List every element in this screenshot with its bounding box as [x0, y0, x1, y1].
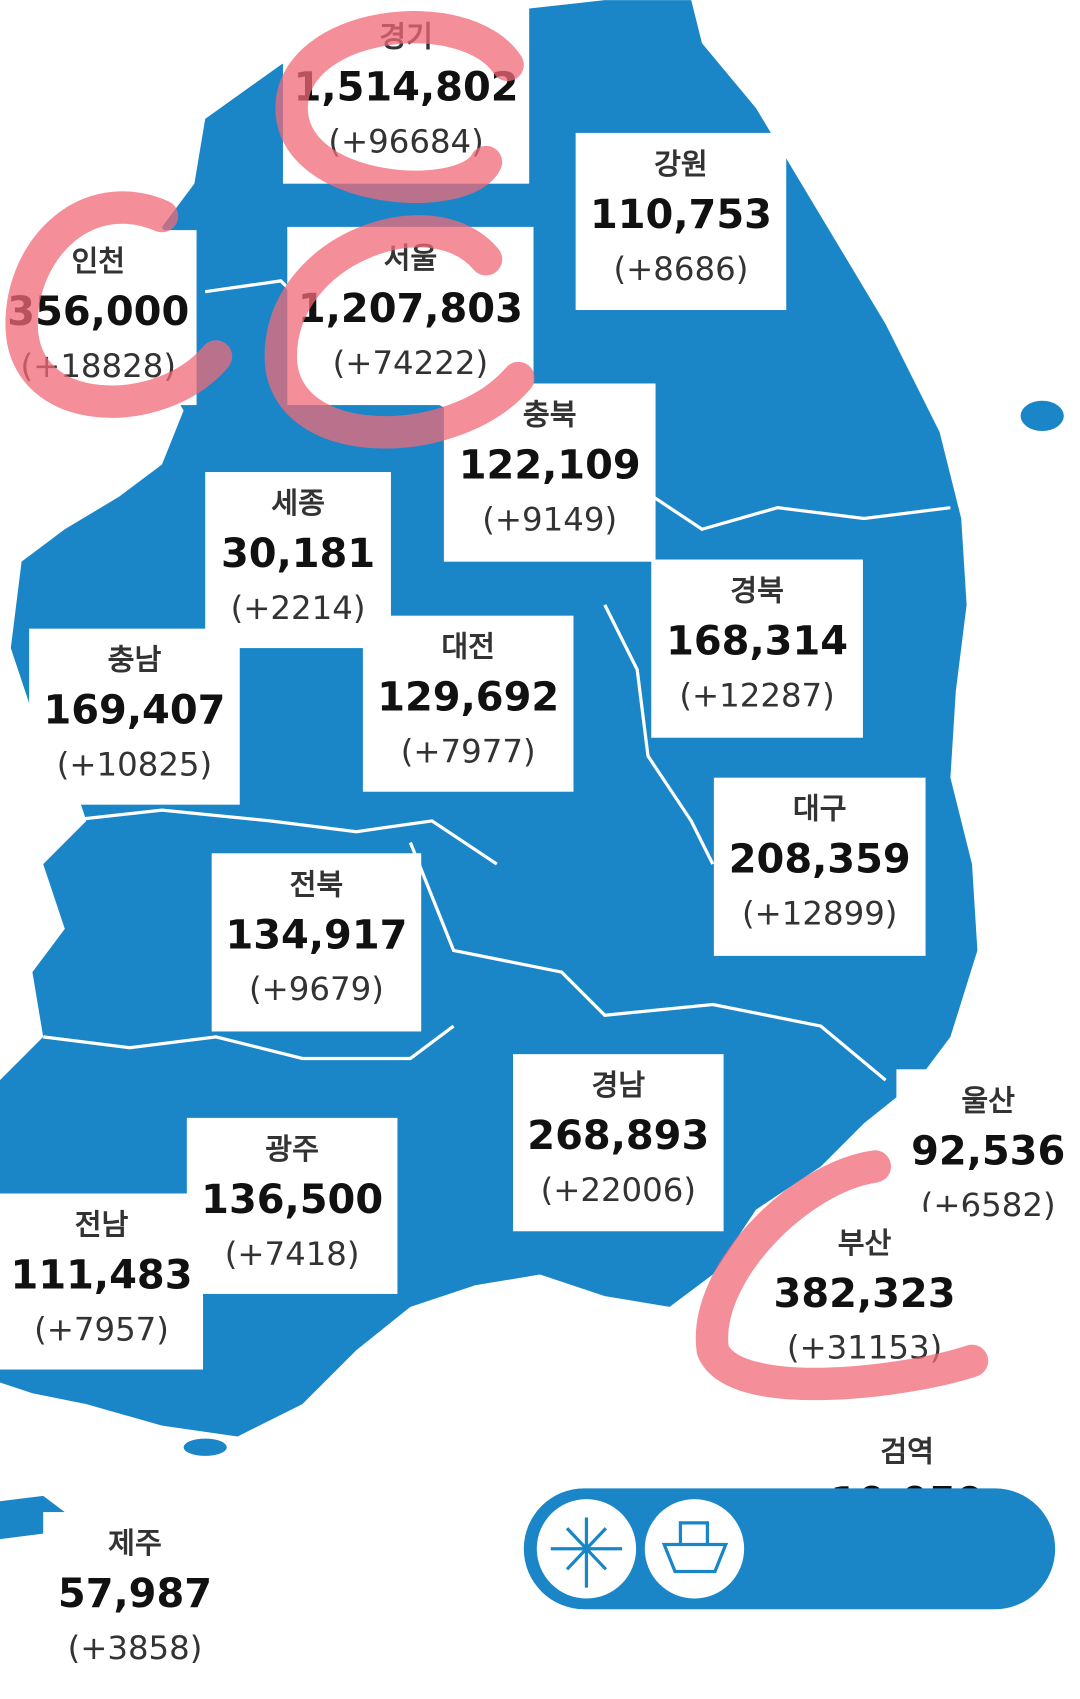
region-total: 169,407	[43, 688, 225, 734]
region-total: 136,500	[201, 1177, 383, 1223]
region-change: (+74222)	[333, 344, 488, 382]
region-name: 전북	[290, 867, 344, 901]
region-name: 인천	[71, 244, 125, 278]
region-change: (+2214)	[231, 589, 366, 627]
box-bg	[651, 559, 863, 738]
region-change: (+12287)	[679, 676, 834, 714]
box-bg	[186, 1117, 398, 1294]
box-bg	[205, 472, 391, 649]
highlight-circle	[695, 1150, 989, 1401]
region-change: (+22006)	[541, 1171, 696, 1209]
region-box: 전남 111,483 (+7957)	[0, 1193, 204, 1370]
highlight-circle	[264, 215, 535, 449]
region-box: 대전 129,692 (+7977)	[362, 615, 574, 792]
region-total: 92,536	[911, 1128, 1065, 1174]
region-total: 1,514,802	[294, 65, 519, 111]
box-bg	[713, 777, 926, 956]
region-change: (+96684)	[328, 122, 483, 160]
quarantine-panel	[523, 1488, 1056, 1610]
region-name: 울산	[961, 1083, 1015, 1117]
region-name: 경남	[591, 1068, 645, 1102]
region-name: 대구	[793, 792, 847, 826]
region-box: 경남 268,893 (+22006)	[513, 1054, 724, 1232]
region-total: 30,181	[221, 531, 375, 577]
box-bg	[0, 1193, 204, 1370]
region-total: 122,109	[459, 443, 641, 489]
annotations	[5, 11, 989, 1401]
highlight-circle	[5, 191, 233, 418]
region-name: 제주	[108, 1526, 162, 1560]
region-total: 134,917	[225, 912, 407, 958]
region-name: 대전	[441, 630, 495, 664]
region-box: 강원 110,753 (+8686)	[575, 132, 787, 311]
box-bg	[575, 132, 787, 311]
region-name: 부산	[838, 1226, 892, 1260]
region-change: (+9149)	[482, 500, 617, 538]
region-total: 129,692	[377, 675, 559, 721]
region-change: (+8686)	[614, 250, 749, 288]
region-total: 57,987	[58, 1571, 212, 1617]
region-name: 충북	[523, 398, 577, 432]
region-box: 제주 57,987 (+3858)	[43, 1512, 227, 1691]
region-name: 강원	[654, 147, 708, 181]
region-box: 광주 136,500 (+7418)	[186, 1117, 398, 1294]
region-change: (+9679)	[249, 970, 384, 1008]
region-box: 전북 134,917 (+9679)	[211, 853, 422, 1032]
region-total: 1,207,803	[298, 286, 523, 332]
region-borders	[42, 279, 951, 1082]
region-name: 경북	[730, 574, 784, 608]
region-name: 세종	[271, 486, 325, 520]
region-total: 168,314	[666, 619, 848, 665]
region-total: 110,753	[590, 192, 772, 238]
region-total: 208,359	[729, 837, 911, 883]
region-box: 세종 30,181 (+2214)	[205, 472, 391, 649]
region-change: (+7418)	[225, 1235, 360, 1273]
region-name: 검역	[880, 1434, 934, 1468]
region-box: 대구 208,359 (+12899)	[713, 777, 926, 956]
region-name: 광주	[265, 1132, 319, 1166]
region-name: 전남	[75, 1208, 129, 1242]
region-total: 111,483	[11, 1253, 193, 1299]
region-name: 충남	[108, 643, 162, 677]
box-bg	[513, 1054, 724, 1232]
region-change: (+3858)	[68, 1629, 203, 1667]
region-change: (+12899)	[742, 895, 897, 933]
region-change: (+7977)	[401, 733, 536, 771]
box-bg	[29, 628, 240, 805]
region-change: (+7957)	[34, 1310, 169, 1348]
box-bg	[362, 615, 574, 792]
region-change: (+10825)	[57, 746, 212, 784]
region-total: 382,323	[774, 1271, 956, 1317]
region-total: 268,893	[527, 1113, 709, 1159]
highlight-circle	[275, 11, 524, 203]
region-box: 경북 168,314 (+12287)	[651, 559, 863, 738]
box-bg	[211, 853, 422, 1032]
region-box: 충남 169,407 (+10825)	[29, 628, 240, 805]
box-bg	[43, 1512, 227, 1691]
